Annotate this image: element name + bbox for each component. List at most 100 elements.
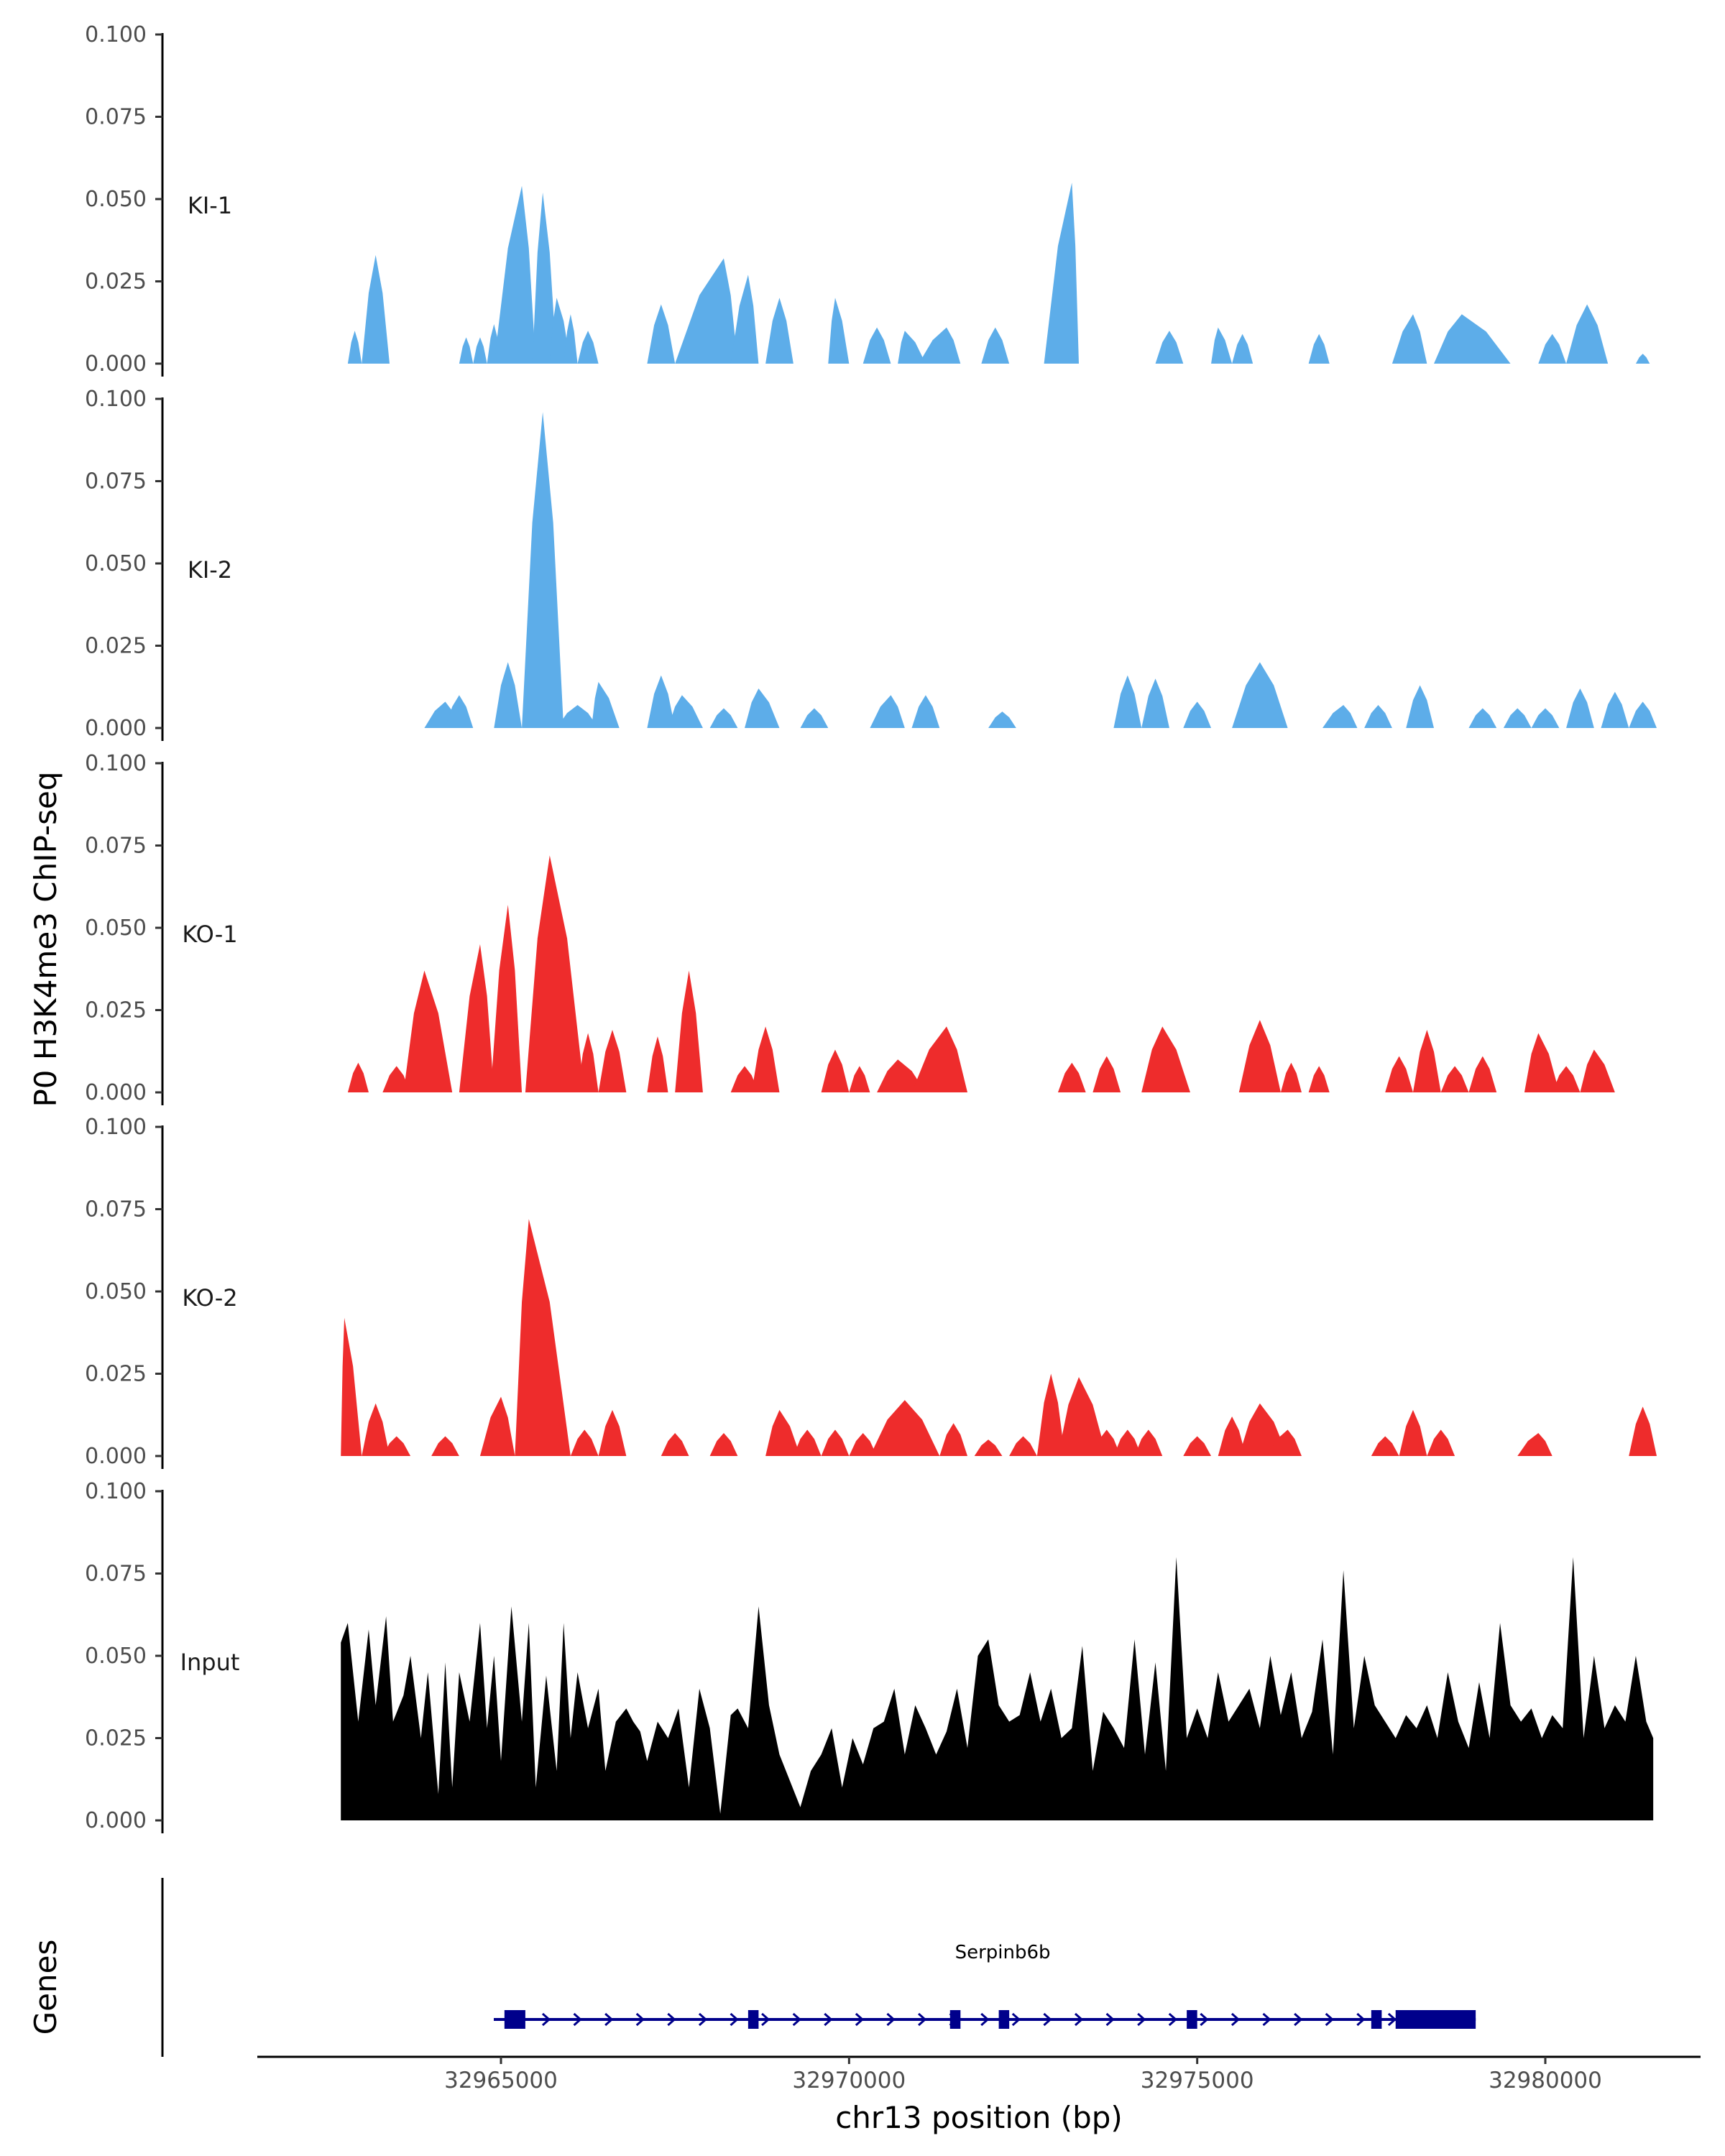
- strand-chevron: [1137, 2012, 1146, 2027]
- peak: [1531, 708, 1560, 728]
- peak: [1280, 1062, 1302, 1092]
- peak: [1629, 1406, 1657, 1456]
- strand-chevron: [1168, 2012, 1178, 2027]
- strand-chevron: [1294, 2012, 1303, 2027]
- peak: [1371, 1436, 1399, 1456]
- peak: [877, 1059, 926, 1092]
- peak: [1155, 331, 1184, 364]
- peak: [1044, 183, 1079, 364]
- peak: [1113, 1429, 1142, 1456]
- peak: [1232, 333, 1254, 364]
- peak: [431, 1436, 459, 1456]
- x-tick-label: 32975000: [1141, 2068, 1254, 2093]
- peak: [1308, 333, 1330, 364]
- peak: [1211, 327, 1233, 364]
- peak: [1134, 1429, 1163, 1456]
- gene-exon: [1395, 2010, 1476, 2029]
- peak: [647, 304, 676, 364]
- peak: [598, 1029, 627, 1092]
- y-tick-label: 0.075: [85, 469, 147, 494]
- peak: [577, 1033, 599, 1092]
- peak: [1580, 1049, 1615, 1092]
- peak: [494, 185, 536, 364]
- y-tick-label: 0.000: [85, 1080, 147, 1105]
- strand-chevron: [761, 2012, 770, 2027]
- gene-exon: [998, 2010, 1010, 2029]
- strand-chevron: [1356, 2012, 1366, 2027]
- y-axis-title: P0 H3K4me3 ChIP-seq: [28, 771, 63, 1107]
- peak: [1524, 1033, 1560, 1092]
- peak: [821, 1049, 850, 1092]
- peak: [821, 1429, 850, 1456]
- peak: [577, 331, 599, 364]
- peak: [1232, 662, 1288, 728]
- strand-chevron: [980, 2012, 990, 2027]
- y-tick-label: 0.100: [85, 751, 147, 776]
- peak: [515, 1219, 571, 1456]
- strand-chevron: [667, 2012, 676, 2027]
- peak: [765, 298, 794, 364]
- peak: [828, 298, 850, 364]
- peak: [1468, 708, 1497, 728]
- peak: [862, 327, 891, 364]
- peak: [709, 708, 738, 728]
- peak: [1434, 314, 1511, 364]
- peak: [1552, 1066, 1581, 1092]
- y-tick-label: 0.050: [85, 1644, 147, 1669]
- peak: [870, 695, 905, 728]
- track-ki-1: 0.000 0.025 0.050 0.075 0.100 KI-1: [85, 22, 1650, 377]
- y-tick-label: 0.075: [85, 105, 147, 130]
- x-tick-label: 32965000: [444, 2068, 558, 2093]
- y-tick-label: 0.000: [85, 1444, 147, 1469]
- track-label: KO-1: [182, 921, 237, 948]
- peak: [382, 1436, 411, 1456]
- x-axis-ticks: 32965000 32970000 32975000 32980000: [444, 2057, 1602, 2093]
- y-tick-label: 0.100: [85, 22, 147, 47]
- y-tick-label: 0.000: [85, 1808, 147, 1833]
- x-tick-label: 32980000: [1489, 2068, 1602, 2093]
- strand-chevron: [1387, 2012, 1397, 2027]
- peak: [849, 1432, 878, 1456]
- strand-chevron: [1074, 2012, 1084, 2027]
- peak: [347, 331, 362, 364]
- peak: [341, 1317, 362, 1456]
- y-tick-label: 0.100: [85, 1115, 147, 1140]
- peak: [522, 412, 564, 728]
- strand-chevron: [1011, 2012, 1021, 2027]
- strand-chevron: [855, 2012, 865, 2027]
- gene-exon: [1187, 2010, 1197, 2029]
- peak: [1392, 314, 1427, 364]
- gene-name-label: Serpinb6b: [955, 1942, 1051, 1963]
- peak: [556, 704, 599, 728]
- track-label: KI-1: [188, 192, 232, 219]
- peak: [870, 1400, 940, 1456]
- peak: [911, 1026, 968, 1092]
- peak: [1092, 1429, 1121, 1456]
- track-ko-1: 0.000 0.025 0.050 0.075 0.100 KO-1: [85, 751, 1615, 1105]
- strand-chevron: [886, 2012, 896, 2027]
- peak: [473, 337, 487, 364]
- peak: [525, 855, 585, 1092]
- peak: [1266, 1429, 1302, 1456]
- peak: [1601, 691, 1629, 728]
- y-tick-label: 0.025: [85, 270, 147, 295]
- strand-chevron: [1043, 2012, 1052, 2027]
- peak: [1538, 333, 1567, 364]
- strand-chevron: [918, 2012, 927, 2027]
- peak: [1406, 685, 1435, 728]
- peak: [403, 970, 453, 1092]
- peak: [751, 1026, 780, 1092]
- peak: [1440, 1066, 1469, 1092]
- peak: [362, 1403, 390, 1456]
- peak: [570, 1429, 599, 1456]
- peak: [1141, 678, 1169, 728]
- strand-chevron: [1200, 2012, 1209, 2027]
- strand-chevron: [1230, 2012, 1241, 2027]
- peak: [1218, 1416, 1246, 1456]
- strand-chevron: [1105, 2012, 1115, 2027]
- peak: [598, 1409, 627, 1456]
- y-tick-label: 0.050: [85, 1279, 147, 1304]
- peak: [1183, 701, 1212, 728]
- peak: [1113, 675, 1142, 728]
